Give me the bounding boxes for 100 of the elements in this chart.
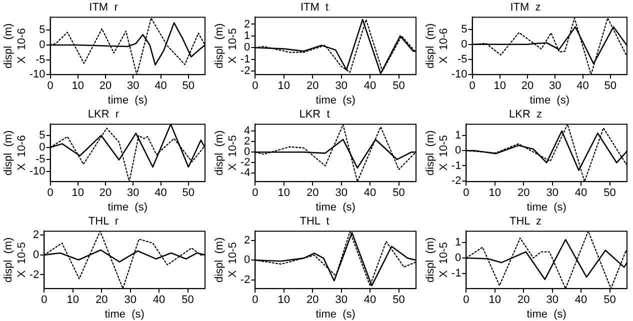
x-axis-title: time (s) <box>108 94 148 106</box>
x-tick-label: 50 <box>392 187 405 200</box>
x-tick-label: 30 <box>124 294 136 306</box>
y-tick-label: 0 <box>39 141 46 154</box>
chart-title: LKR z <box>508 108 542 121</box>
y-tick-label: 0 <box>244 146 250 158</box>
y-axis-title: displ (m) X 10-5 <box>214 23 239 69</box>
x-tick-label: 40 <box>364 187 376 200</box>
x-axis-title: time (s) <box>316 201 356 214</box>
y-tick-label: -1 <box>240 53 250 66</box>
y-tick-label: 0 <box>461 38 468 50</box>
y-tick-label: -5 <box>458 54 468 66</box>
x-tick-label: 0 <box>47 80 54 92</box>
x-tick-label: 40 <box>152 294 166 306</box>
y-tick-label: 2 <box>244 18 250 30</box>
y-tick-label: 5 <box>39 129 46 142</box>
x-tick-label: 10 <box>494 80 506 92</box>
x-tick-label: 10 <box>278 80 290 92</box>
y-tick-label: -1 <box>451 267 462 280</box>
x-tick-label: 40 <box>576 80 589 92</box>
y-tick-label: -10 <box>29 68 46 81</box>
y-axis-title: displ (m) X 10-5 <box>214 237 239 283</box>
x-tick-label: 30 <box>549 80 562 92</box>
x-tick-label: 50 <box>604 294 616 306</box>
x-tick-label: 20 <box>95 294 108 306</box>
x-tick-label: 0 <box>252 294 258 306</box>
x-tick-label: 50 <box>392 294 405 306</box>
y-tick-label: -10 <box>451 68 468 81</box>
y-tick-label: 0 <box>244 42 250 54</box>
y-tick-label: 0 <box>455 144 462 157</box>
chart-title: ITM z <box>510 2 541 14</box>
y-tick-label: 5 <box>39 24 46 36</box>
y-tick-label: 0 <box>39 39 46 52</box>
x-tick-label: 40 <box>154 80 167 92</box>
x-tick-label: 10 <box>488 294 502 306</box>
y-tick-label: -5 <box>36 54 46 66</box>
y-tick-label: 5 <box>461 23 468 36</box>
x-tick-label: 10 <box>278 187 290 200</box>
y-tick-label: -10 <box>29 165 46 178</box>
y-tick-label: -1 <box>451 160 462 172</box>
chart-title: LKR r <box>88 108 120 121</box>
y-tick-label: 1 <box>455 236 462 249</box>
x-axis-title: time (s) <box>530 94 570 106</box>
y-axis-title: displ (m) X 10-5 <box>424 237 450 283</box>
x-tick-label: 20 <box>517 187 530 200</box>
y-tick-label: -4 <box>240 167 250 180</box>
x-tick-label: 40 <box>364 80 376 92</box>
chart-title: ITM t <box>300 2 329 14</box>
chart-title: LKR t <box>299 108 330 121</box>
x-tick-label: 30 <box>127 80 140 92</box>
y-tick-label: 1 <box>455 130 462 142</box>
x-axis-title: time (s) <box>108 201 148 214</box>
x-tick-label: 20 <box>306 294 319 306</box>
x-tick-label: 0 <box>47 187 54 200</box>
x-tick-label: 50 <box>182 80 195 92</box>
y-tick-label: -2 <box>240 156 250 169</box>
y-tick-label: 0 <box>455 252 462 264</box>
x-tick-label: 30 <box>335 294 348 306</box>
y-axis-title: displ (m) X 10-6 <box>424 23 450 69</box>
x-tick-label: 40 <box>574 187 588 200</box>
x-tick-label: 20 <box>521 80 534 92</box>
x-tick-label: 30 <box>127 187 140 200</box>
y-axis-title: displ (m) X 10-6 <box>2 23 28 69</box>
x-tick-label: 50 <box>604 80 617 92</box>
x-tick-label: 20 <box>99 80 112 92</box>
x-tick-label: 0 <box>252 80 258 92</box>
y-tick-label: -5 <box>36 153 46 166</box>
x-tick-label: 40 <box>574 294 588 306</box>
y-axis-title: displ (m) X 10-6 <box>2 130 28 176</box>
x-tick-label: 0 <box>252 187 258 200</box>
y-axis-title: displ (m) X 10-5 <box>214 130 239 176</box>
x-axis-title: time (s) <box>316 94 356 106</box>
x-axis-title: time (s) <box>526 201 566 214</box>
chart-title: THL r <box>88 216 119 228</box>
y-tick-label: -2 <box>240 274 250 286</box>
chart-title: THL t <box>300 216 330 228</box>
x-tick-label: 20 <box>517 294 530 306</box>
y-axis-title: displ (m) X 10-5 <box>2 237 28 283</box>
y-axis-title: displ (m) X 10-5 <box>424 130 450 176</box>
x-tick-label: 40 <box>154 187 167 200</box>
x-axis-title: time (s) <box>104 308 144 320</box>
y-tick-label: 2 <box>244 234 250 247</box>
x-tick-label: 20 <box>99 187 112 200</box>
x-tick-label: 50 <box>604 187 616 200</box>
x-tick-label: 0 <box>469 80 476 92</box>
x-tick-label: 50 <box>392 80 405 92</box>
x-tick-label: 30 <box>546 294 558 306</box>
x-tick-label: 10 <box>72 187 84 200</box>
y-tick-label: 2 <box>33 229 40 242</box>
x-tick-label: 10 <box>278 294 290 306</box>
x-tick-label: 10 <box>488 187 502 200</box>
chart-title: ITM r <box>89 2 118 14</box>
chart-title: THL z <box>510 216 542 228</box>
x-tick-label: 20 <box>306 80 319 92</box>
x-tick-label: 30 <box>546 187 558 200</box>
y-tick-label: 0 <box>33 248 40 261</box>
x-tick-label: 50 <box>182 294 194 306</box>
y-tick-label: 0 <box>244 254 250 266</box>
x-axis-title: time (s) <box>316 308 356 320</box>
y-tick-label: 1 <box>244 30 250 42</box>
